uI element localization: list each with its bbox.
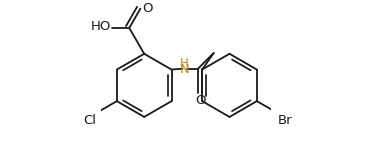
Text: H: H (180, 57, 189, 70)
Text: N: N (179, 63, 189, 76)
Text: HO: HO (90, 20, 111, 33)
Text: Cl: Cl (83, 114, 96, 127)
Text: O: O (195, 94, 205, 107)
Text: Br: Br (278, 114, 292, 127)
Text: O: O (142, 2, 153, 15)
